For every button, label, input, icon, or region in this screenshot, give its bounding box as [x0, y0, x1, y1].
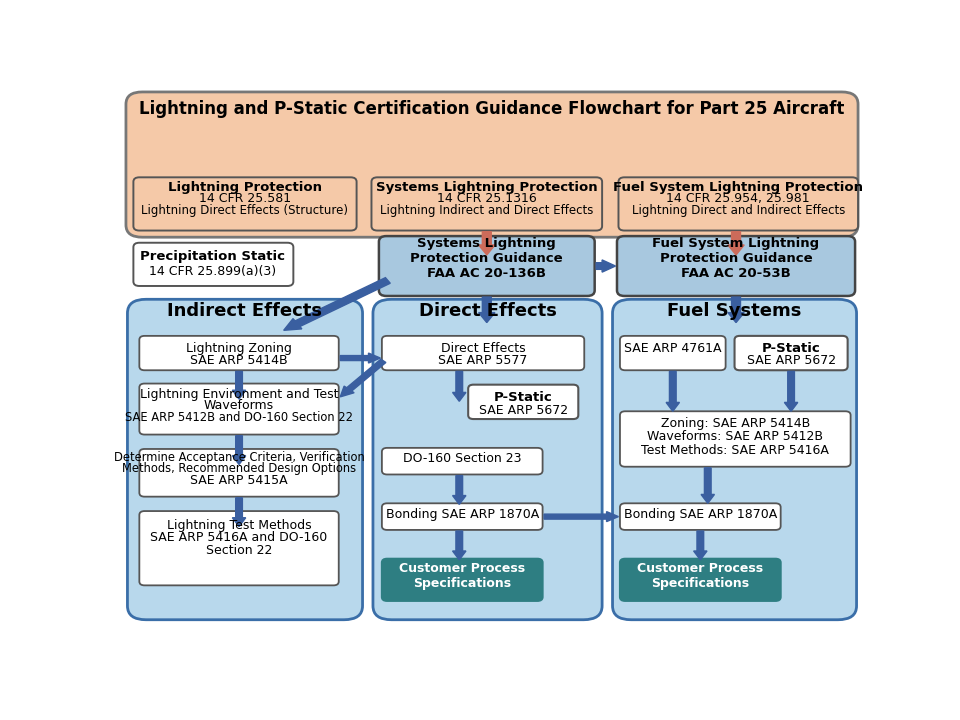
Text: Precipitation Static: Precipitation Static	[140, 250, 285, 263]
Text: Customer Process
Specifications: Customer Process Specifications	[637, 562, 763, 590]
FancyArrow shape	[479, 297, 495, 323]
Text: Zoning: SAE ARP 5414B: Zoning: SAE ARP 5414B	[660, 417, 810, 430]
Text: Fuel Systems: Fuel Systems	[667, 302, 802, 320]
Text: Lightning Direct and Indirect Effects: Lightning Direct and Indirect Effects	[632, 204, 845, 217]
Text: Test Methods: SAE ARP 5416A: Test Methods: SAE ARP 5416A	[641, 444, 829, 456]
Text: SAE ARP 5414B: SAE ARP 5414B	[190, 354, 288, 367]
FancyArrow shape	[694, 531, 707, 560]
FancyArrow shape	[452, 531, 466, 560]
Text: 14 CFR 25.899(a)(3): 14 CFR 25.899(a)(3)	[150, 264, 276, 277]
FancyBboxPatch shape	[133, 243, 294, 286]
Text: SAE ARP 5672: SAE ARP 5672	[479, 404, 567, 417]
Text: Lightning Zoning: Lightning Zoning	[186, 342, 292, 355]
Text: P-Static: P-Static	[493, 392, 553, 405]
FancyArrow shape	[596, 260, 615, 272]
FancyBboxPatch shape	[382, 503, 542, 530]
Text: Systems Lightning Protection: Systems Lightning Protection	[376, 181, 598, 194]
Text: Customer Process
Specifications: Customer Process Specifications	[399, 562, 525, 590]
Text: SAE ARP 5577: SAE ARP 5577	[439, 354, 528, 367]
FancyBboxPatch shape	[372, 300, 602, 620]
FancyBboxPatch shape	[139, 384, 339, 435]
Text: Determine Acceptance Criteria, Verification: Determine Acceptance Criteria, Verificat…	[113, 451, 365, 464]
FancyBboxPatch shape	[620, 559, 780, 601]
FancyBboxPatch shape	[382, 448, 542, 474]
Text: DO-160 Section 23: DO-160 Section 23	[403, 452, 521, 465]
Text: Fuel System Lightning Protection: Fuel System Lightning Protection	[613, 181, 863, 194]
FancyArrow shape	[666, 372, 680, 411]
FancyBboxPatch shape	[620, 503, 780, 530]
FancyBboxPatch shape	[372, 177, 602, 230]
Text: Lightning and P-Static Certification Guidance Flowchart for Part 25 Aircraft: Lightning and P-Static Certification Gui…	[139, 99, 845, 117]
Text: 14 CFR 25.1316: 14 CFR 25.1316	[437, 192, 537, 205]
Text: Bonding SAE ARP 1870A: Bonding SAE ARP 1870A	[624, 508, 777, 521]
FancyArrow shape	[479, 232, 495, 255]
Text: SAE ARP 5416A and DO-160: SAE ARP 5416A and DO-160	[151, 531, 327, 544]
FancyArrow shape	[232, 498, 246, 526]
FancyBboxPatch shape	[139, 449, 339, 497]
FancyBboxPatch shape	[734, 336, 848, 370]
Text: SAE ARP 5412B and DO-160 Section 22: SAE ARP 5412B and DO-160 Section 22	[125, 411, 353, 424]
Text: Section 22: Section 22	[205, 544, 273, 557]
FancyBboxPatch shape	[128, 300, 363, 620]
Text: Lightning Environment and Test: Lightning Environment and Test	[140, 387, 338, 400]
FancyBboxPatch shape	[617, 236, 855, 296]
FancyArrow shape	[283, 278, 391, 330]
FancyBboxPatch shape	[139, 511, 339, 585]
FancyArrow shape	[701, 468, 714, 503]
FancyBboxPatch shape	[620, 411, 851, 467]
FancyArrow shape	[340, 359, 386, 397]
FancyBboxPatch shape	[382, 336, 585, 370]
Text: Fuel System Lightning
Protection Guidance
FAA AC 20-53B: Fuel System Lightning Protection Guidanc…	[653, 237, 820, 280]
Text: Direct Effects: Direct Effects	[419, 302, 557, 320]
Text: Indirect Effects: Indirect Effects	[167, 302, 323, 320]
FancyArrow shape	[452, 476, 466, 505]
Text: SAE ARP 4761A: SAE ARP 4761A	[624, 342, 722, 355]
FancyArrow shape	[784, 372, 798, 411]
FancyBboxPatch shape	[133, 177, 356, 230]
FancyBboxPatch shape	[612, 300, 856, 620]
Text: Waveforms: Waveforms	[204, 399, 275, 413]
FancyBboxPatch shape	[468, 384, 578, 419]
FancyArrow shape	[232, 436, 246, 464]
Text: SAE ARP 5672: SAE ARP 5672	[747, 354, 835, 367]
Text: 14 CFR 25.954, 25.981: 14 CFR 25.954, 25.981	[666, 192, 810, 205]
Text: Lightning Protection: Lightning Protection	[168, 181, 322, 194]
Text: Waveforms: SAE ARP 5412B: Waveforms: SAE ARP 5412B	[647, 430, 824, 443]
Text: Methods, Recommended Design Options: Methods, Recommended Design Options	[122, 462, 356, 475]
FancyBboxPatch shape	[618, 177, 858, 230]
Text: Systems Lightning
Protection Guidance
FAA AC 20-136B: Systems Lightning Protection Guidance FA…	[411, 237, 564, 280]
FancyBboxPatch shape	[126, 92, 858, 237]
Text: Lightning Test Methods: Lightning Test Methods	[167, 519, 311, 532]
FancyBboxPatch shape	[379, 236, 594, 296]
Text: Direct Effects: Direct Effects	[441, 342, 525, 355]
Text: Lightning Indirect and Direct Effects: Lightning Indirect and Direct Effects	[380, 204, 593, 217]
FancyArrow shape	[544, 512, 618, 521]
FancyArrow shape	[232, 372, 246, 399]
FancyArrow shape	[728, 232, 744, 255]
Text: Bonding SAE ARP 1870A: Bonding SAE ARP 1870A	[386, 508, 539, 521]
Text: 14 CFR 25.581: 14 CFR 25.581	[199, 192, 291, 205]
FancyBboxPatch shape	[620, 336, 726, 370]
FancyBboxPatch shape	[382, 559, 542, 601]
FancyArrow shape	[340, 353, 380, 363]
FancyArrow shape	[452, 372, 466, 401]
Text: SAE ARP 5415A: SAE ARP 5415A	[190, 474, 288, 487]
Text: Lightning Direct Effects (Structure): Lightning Direct Effects (Structure)	[141, 204, 348, 217]
Text: P-Static: P-Static	[761, 342, 821, 355]
FancyArrow shape	[728, 297, 744, 323]
FancyBboxPatch shape	[139, 336, 339, 370]
